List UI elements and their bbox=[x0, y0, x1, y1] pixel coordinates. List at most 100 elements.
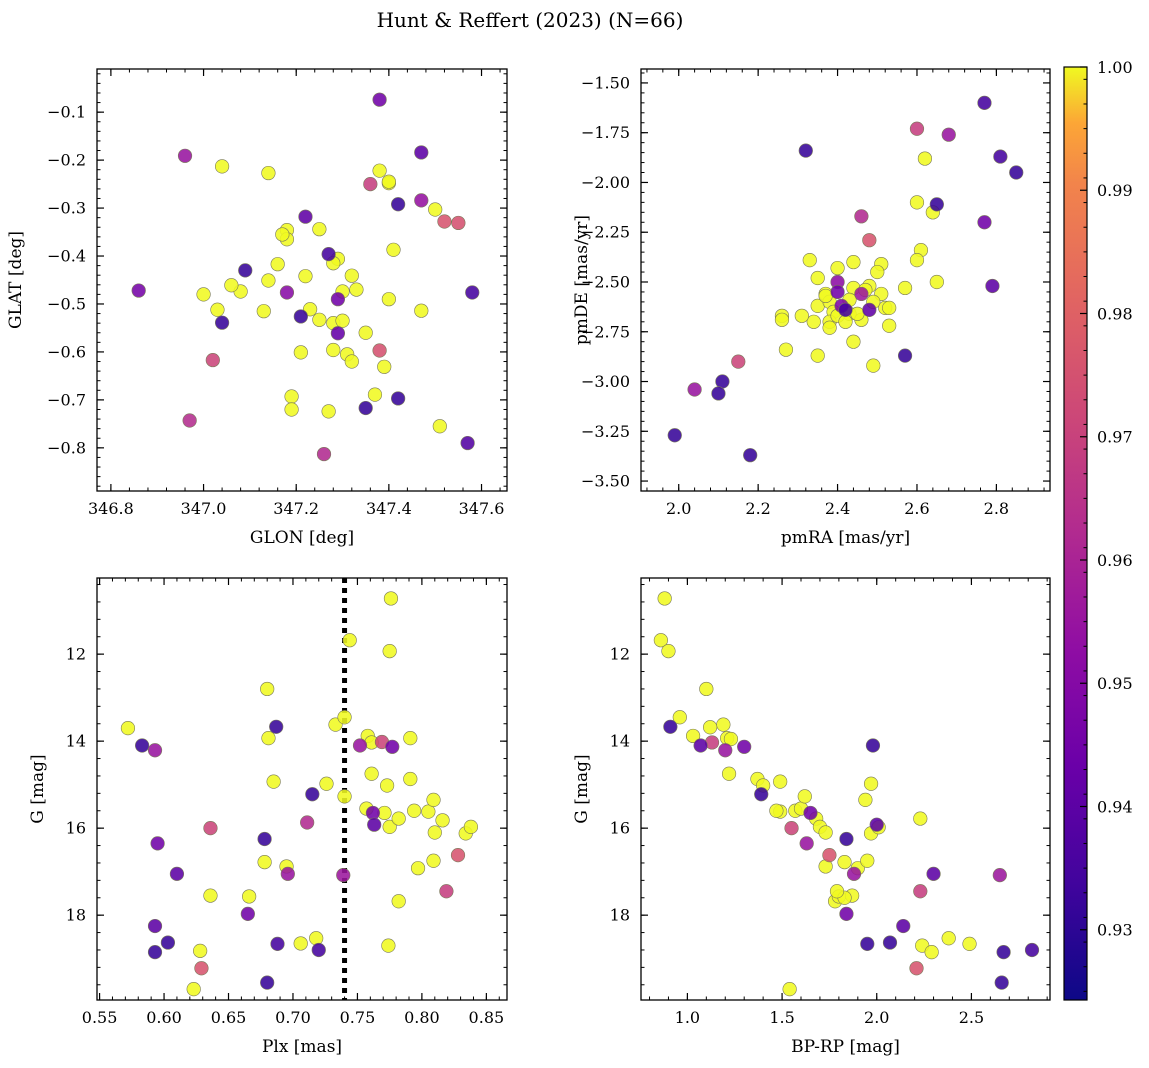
data-point bbox=[391, 894, 406, 909]
data-point bbox=[731, 354, 746, 369]
y-tick-label: −1.75 bbox=[581, 123, 630, 142]
data-point bbox=[203, 821, 218, 836]
scatter-points bbox=[667, 95, 1024, 463]
data-point bbox=[120, 720, 136, 736]
data-point bbox=[830, 260, 845, 276]
data-point bbox=[435, 813, 450, 828]
data-point bbox=[977, 215, 992, 230]
data-point bbox=[463, 819, 478, 834]
x-tick-label: 0.75 bbox=[340, 1008, 376, 1027]
data-point bbox=[352, 738, 368, 753]
y-tick-label: 12 bbox=[66, 645, 86, 664]
data-point bbox=[372, 163, 387, 178]
colorbar-tick-label: 0.94 bbox=[1097, 797, 1133, 816]
y-axis-label: G [mag] bbox=[28, 754, 48, 823]
data-point bbox=[421, 804, 436, 819]
panel-bottom-right: 1.0 1.5 2.0 2.5 12 14 16 18 BP-RP [mag] G [mag] bbox=[572, 577, 1051, 1057]
data-point bbox=[687, 382, 702, 397]
data-point bbox=[854, 286, 869, 302]
data-point bbox=[381, 938, 396, 953]
data-point bbox=[882, 935, 898, 950]
data-point bbox=[782, 982, 797, 997]
data-point bbox=[803, 805, 818, 821]
data-point bbox=[391, 811, 406, 826]
data-point bbox=[428, 202, 443, 217]
scatter-points bbox=[131, 92, 480, 462]
data-point bbox=[693, 738, 708, 753]
data-point bbox=[414, 145, 429, 160]
y-tick-label: −3.25 bbox=[581, 422, 630, 441]
data-point bbox=[432, 419, 447, 434]
data-point bbox=[358, 400, 373, 416]
x-axis-label: pmRA [mas/yr] bbox=[781, 528, 910, 548]
data-point bbox=[926, 866, 941, 881]
axes-frame bbox=[96, 577, 508, 1001]
data-point bbox=[711, 386, 726, 401]
data-point bbox=[280, 866, 295, 881]
data-point bbox=[451, 215, 466, 231]
data-point bbox=[818, 825, 833, 840]
data-point bbox=[284, 389, 299, 404]
data-point bbox=[839, 831, 854, 847]
data-point bbox=[414, 303, 429, 318]
data-point bbox=[414, 193, 429, 208]
data-point bbox=[882, 300, 897, 315]
data-point bbox=[312, 222, 327, 237]
data-point bbox=[337, 789, 352, 804]
data-point bbox=[261, 165, 276, 181]
x-tick-label: 0.85 bbox=[469, 1008, 505, 1027]
data-point bbox=[300, 815, 315, 830]
x-tick-label: 347.6 bbox=[459, 499, 505, 518]
data-point bbox=[260, 975, 275, 990]
data-point bbox=[426, 853, 441, 868]
y-tick-label: 14 bbox=[66, 732, 86, 751]
data-point bbox=[718, 743, 733, 758]
data-point bbox=[846, 866, 862, 881]
y-tick-label: −0.6 bbox=[47, 342, 86, 361]
data-point bbox=[822, 848, 837, 863]
data-point bbox=[186, 982, 201, 997]
data-point bbox=[363, 176, 378, 192]
data-point bbox=[716, 717, 731, 732]
data-point bbox=[367, 817, 382, 832]
data-point bbox=[994, 975, 1009, 990]
y-tick-label: −0.7 bbox=[47, 390, 86, 409]
y-tick-label: −0.4 bbox=[47, 247, 86, 266]
x-tick-label: 1.0 bbox=[675, 1008, 700, 1027]
data-point bbox=[941, 127, 956, 142]
data-point bbox=[344, 354, 359, 369]
data-point bbox=[797, 789, 812, 804]
data-point bbox=[860, 936, 875, 951]
data-point bbox=[275, 227, 290, 242]
data-point bbox=[135, 738, 150, 753]
data-point bbox=[358, 325, 373, 340]
data-point bbox=[382, 819, 397, 834]
data-point bbox=[909, 252, 925, 268]
data-point bbox=[929, 197, 944, 212]
x-tick-label: 2.0 bbox=[666, 499, 691, 518]
data-point bbox=[663, 719, 678, 734]
axes-frame bbox=[640, 577, 1051, 1001]
data-point bbox=[909, 121, 925, 136]
scatter-points bbox=[653, 591, 1040, 997]
data-point bbox=[342, 633, 357, 648]
data-point bbox=[383, 591, 399, 606]
colorbar-tick-label: 0.96 bbox=[1097, 551, 1133, 570]
data-point bbox=[410, 861, 426, 876]
data-point bbox=[653, 633, 668, 648]
y-tick-label: 16 bbox=[66, 819, 86, 838]
y-tick-label: −2.00 bbox=[581, 173, 630, 192]
data-point bbox=[321, 404, 336, 419]
y-tick-label: 12 bbox=[610, 645, 630, 664]
data-point bbox=[256, 304, 271, 319]
data-point bbox=[147, 945, 163, 960]
data-point bbox=[754, 787, 769, 802]
y-axis-label: pmDE [mas/yr] bbox=[572, 215, 592, 345]
data-point bbox=[917, 151, 933, 166]
panel-top-right: 2.0 2.2 2.4 2.6 2.8 −1.50 −1.75 −2.00 −2.25 −2.50… bbox=[572, 68, 1051, 548]
data-point bbox=[977, 95, 992, 110]
data-point bbox=[270, 257, 285, 272]
data-point bbox=[240, 906, 255, 921]
data-point bbox=[909, 961, 924, 976]
data-point bbox=[723, 731, 739, 747]
